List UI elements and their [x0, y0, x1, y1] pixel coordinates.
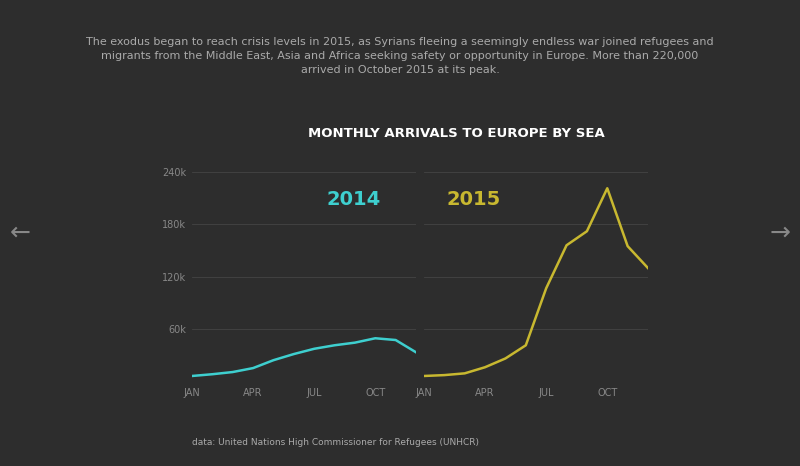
- Text: →: →: [770, 221, 790, 245]
- Text: MONTHLY ARRIVALS TO EUROPE BY SEA: MONTHLY ARRIVALS TO EUROPE BY SEA: [308, 127, 605, 140]
- Text: ←: ←: [10, 221, 30, 245]
- Text: 2014: 2014: [326, 190, 381, 209]
- Text: data: United Nations High Commissioner for Refugees (UNHCR): data: United Nations High Commissioner f…: [192, 439, 479, 447]
- Text: 2015: 2015: [446, 190, 501, 209]
- Text: The exodus began to reach crisis levels in 2015, as Syrians fleeing a seemingly : The exodus began to reach crisis levels …: [86, 37, 714, 75]
